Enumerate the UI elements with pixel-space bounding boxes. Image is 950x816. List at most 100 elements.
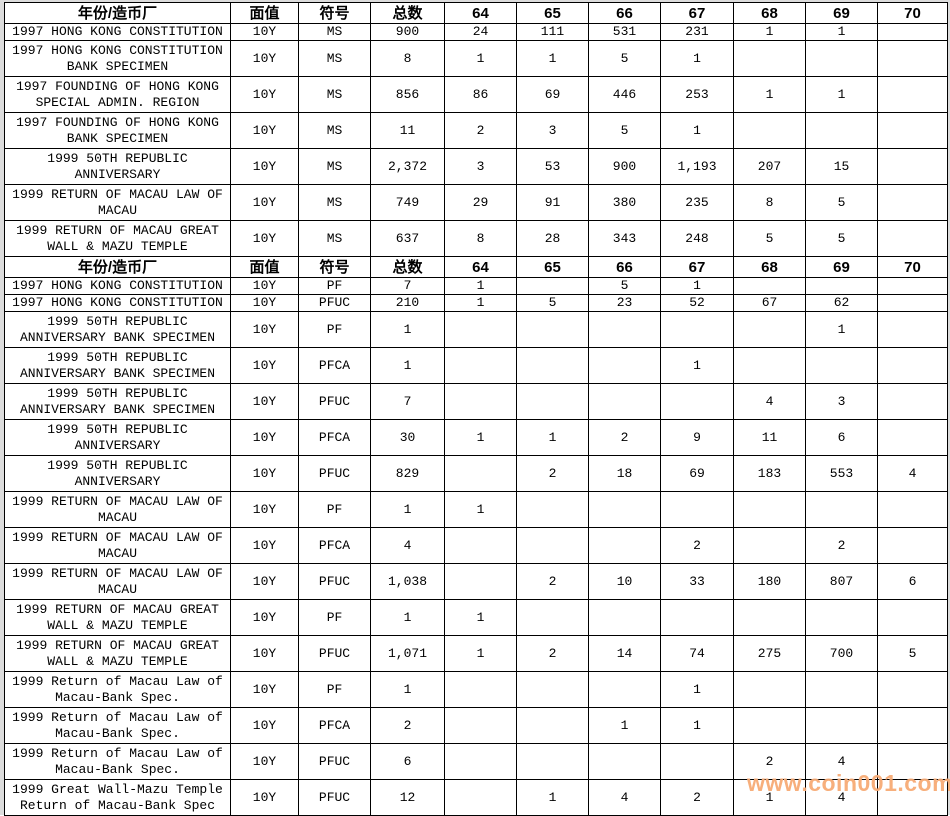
column-header: 年份/造币厂	[4, 256, 231, 278]
grade-count-cell	[444, 707, 517, 744]
grade-count-cell: 1	[444, 40, 517, 77]
coin-name-cell: 1999 Return of Macau Law of Macau-Bank S…	[4, 671, 231, 708]
coin-name-cell: 1999 RETURN OF MACAU LAW OF MACAU	[4, 563, 231, 600]
grade-count-cell: 1	[444, 277, 517, 295]
grade-count-cell: 9	[660, 419, 734, 456]
coin-name-cell: 1999 RETURN OF MACAU GREAT WALL & MAZU T…	[4, 635, 231, 672]
column-header: 年份/造币厂	[4, 2, 231, 24]
grade-count-cell: 3	[516, 112, 589, 149]
total-cell: 829	[370, 455, 445, 492]
grade-count-cell	[805, 491, 878, 528]
grade-count-cell	[588, 491, 661, 528]
grade-count-cell	[733, 277, 806, 295]
column-header: 70	[877, 2, 948, 24]
table-row: 1999 50TH REPUBLIC ANNIVERSARY BANK SPEC…	[4, 383, 948, 420]
denomination-cell: 10Y	[230, 743, 299, 780]
grade-count-cell	[516, 707, 589, 744]
grade-count-cell	[877, 112, 948, 149]
total-cell: 30	[370, 419, 445, 456]
grade-count-cell: 4	[588, 779, 661, 816]
grade-count-cell: 4	[877, 455, 948, 492]
total-cell: 4	[370, 527, 445, 564]
grade-count-cell	[877, 76, 948, 113]
table-row: 1999 Return of Macau Law of Macau-Bank S…	[4, 743, 948, 780]
grade-count-cell: 1	[660, 277, 734, 295]
coin-name-cell: 1999 RETURN OF MACAU LAW OF MACAU	[4, 491, 231, 528]
coin-name-cell: 1999 50TH REPUBLIC ANNIVERSARY BANK SPEC…	[4, 383, 231, 420]
grade-count-cell: 2	[588, 419, 661, 456]
denomination-cell: 10Y	[230, 599, 299, 636]
grade-count-cell: 231	[660, 23, 734, 41]
grade-count-cell: 1	[588, 707, 661, 744]
grade-count-cell	[588, 347, 661, 384]
header-row: 年份/造币厂 面值 符号 总数 64 65 66 67 68 69 70	[4, 256, 948, 278]
total-cell: 6	[370, 743, 445, 780]
grade-count-cell: 6	[805, 419, 878, 456]
column-header: 总数	[370, 2, 445, 24]
grade-count-cell: 380	[588, 184, 661, 221]
grade-count-cell: 10	[588, 563, 661, 600]
grade-count-cell: 1	[516, 779, 589, 816]
grade-count-cell	[733, 707, 806, 744]
grade-count-cell: 275	[733, 635, 806, 672]
grade-count-cell: 1	[733, 23, 806, 41]
symbol-cell: MS	[298, 23, 371, 41]
total-cell: 1,038	[370, 563, 445, 600]
grade-count-cell: 33	[660, 563, 734, 600]
grade-count-cell: 5	[733, 220, 806, 257]
total-cell: 1	[370, 347, 445, 384]
grade-count-cell: 86	[444, 76, 517, 113]
grade-count-cell	[733, 347, 806, 384]
grade-count-cell: 900	[588, 148, 661, 185]
column-header: 65	[516, 2, 589, 24]
grade-count-cell	[660, 491, 734, 528]
coin-name-cell: 1997 HONG KONG CONSTITUTION	[4, 277, 231, 295]
coin-name-cell: 1997 HONG KONG CONSTITUTION BANK SPECIME…	[4, 40, 231, 77]
symbol-cell: PFUC	[298, 294, 371, 312]
total-cell: 11	[370, 112, 445, 149]
coin-name-cell: 1999 Return of Macau Law of Macau-Bank S…	[4, 707, 231, 744]
grade-count-cell: 531	[588, 23, 661, 41]
table-row: 1999 RETURN OF MACAU LAW OF MACAU 10Y PFCA…	[4, 527, 948, 564]
grade-count-cell: 28	[516, 220, 589, 257]
table-row: 1999 RETURN OF MACAU GREAT WALL & MAZU T…	[4, 220, 948, 257]
symbol-cell: MS	[298, 112, 371, 149]
denomination-cell: 10Y	[230, 23, 299, 41]
grade-count-cell: 1	[660, 707, 734, 744]
symbol-cell: PFUC	[298, 743, 371, 780]
table-row: 1999 Return of Macau Law of Macau-Bank S…	[4, 707, 948, 744]
denomination-cell: 10Y	[230, 220, 299, 257]
grade-count-cell	[877, 743, 948, 780]
census-table: 年份/造币厂 面值 符号 总数 64 65 66 67 68 69 70 1997 HONG KONG…	[4, 2, 948, 816]
column-header: 64	[444, 256, 517, 278]
grade-count-cell	[805, 347, 878, 384]
grade-count-cell	[877, 184, 948, 221]
grade-count-cell	[588, 383, 661, 420]
grade-count-cell	[588, 743, 661, 780]
grade-count-cell: 1	[444, 491, 517, 528]
grade-count-cell	[877, 40, 948, 77]
symbol-cell: MS	[298, 184, 371, 221]
denomination-cell: 10Y	[230, 311, 299, 348]
grade-count-cell: 4	[733, 383, 806, 420]
symbol-cell: PFUC	[298, 779, 371, 816]
symbol-cell: PFCA	[298, 527, 371, 564]
grade-count-cell: 15	[805, 148, 878, 185]
column-header: 符号	[298, 256, 371, 278]
column-header: 70	[877, 256, 948, 278]
grade-count-cell	[733, 112, 806, 149]
grade-count-cell: 111	[516, 23, 589, 41]
total-cell: 637	[370, 220, 445, 257]
denomination-cell: 10Y	[230, 184, 299, 221]
grade-count-cell	[805, 599, 878, 636]
total-cell: 749	[370, 184, 445, 221]
grade-count-cell: 1	[805, 23, 878, 41]
denomination-cell: 10Y	[230, 112, 299, 149]
grade-count-cell	[444, 311, 517, 348]
total-cell: 7	[370, 383, 445, 420]
grade-count-cell: 1	[805, 311, 878, 348]
grade-count-cell	[733, 527, 806, 564]
grade-count-cell: 1	[444, 419, 517, 456]
total-cell: 2,372	[370, 148, 445, 185]
column-header: 68	[733, 256, 806, 278]
